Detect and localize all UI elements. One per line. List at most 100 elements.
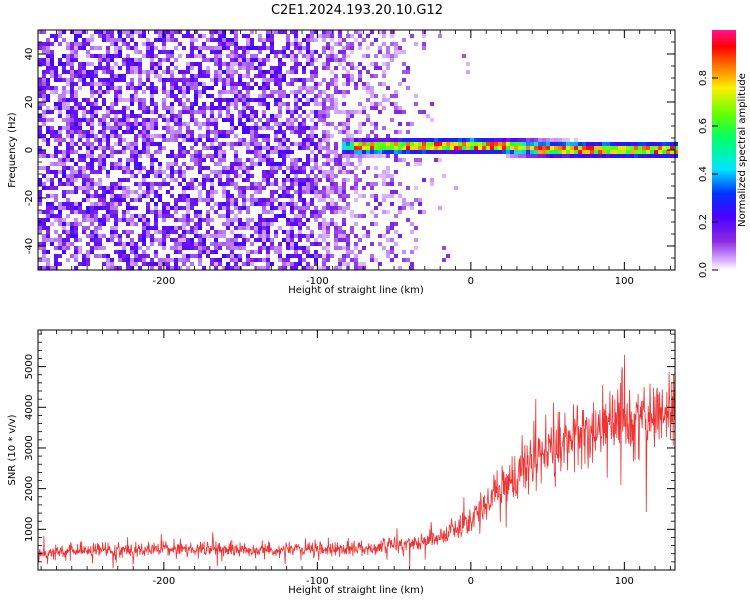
spectrogram-cell: [250, 258, 254, 262]
spectrogram-cell: [334, 210, 338, 214]
spectrogram-cell: [342, 122, 346, 126]
spectrogram-cell: [258, 118, 262, 122]
spectrogram-cell: [342, 178, 346, 182]
spectrogram-cell: [258, 238, 262, 242]
spectrogram-cell: [622, 142, 626, 146]
spectrogram-cell: [182, 90, 186, 94]
spectrogram-cell: [390, 226, 394, 230]
y-tick-label: 5000: [24, 354, 35, 379]
spectrogram-cell: [518, 146, 522, 150]
spectrogram-cell: [118, 178, 122, 182]
spectrogram-cell: [130, 230, 134, 234]
spectrogram-cell: [290, 122, 294, 126]
spectrogram-cell: [94, 82, 98, 86]
spectrogram-cell: [270, 210, 274, 214]
spectrogram-cell: [310, 118, 314, 122]
spectrogram-cell: [202, 70, 206, 74]
spectrogram-cell: [398, 266, 402, 270]
spectrogram-cell: [50, 50, 54, 54]
spectrogram-cell: [78, 46, 82, 50]
spectrogram-cell: [610, 150, 614, 154]
spectrogram-cell: [74, 150, 78, 154]
spectrogram-cell: [210, 242, 214, 246]
spectrogram-cell: [158, 146, 162, 150]
spectrogram-cell: [354, 242, 358, 246]
spectrogram-cell: [198, 62, 202, 66]
spectrogram-cell: [158, 58, 162, 62]
spectrogram-cell: [50, 222, 54, 226]
spectrogram-cell: [302, 202, 306, 206]
spectrogram-cell: [150, 238, 154, 242]
spectrogram-cell: [226, 118, 230, 122]
spectrogram-cell: [170, 34, 174, 38]
spectrogram-cell: [166, 162, 170, 166]
spectrogram-cell: [258, 246, 262, 250]
spectrogram-cell: [646, 142, 650, 146]
spectrogram-cell: [306, 86, 310, 90]
spectrogram-cell: [190, 110, 194, 114]
spectrogram-cell: [70, 42, 74, 46]
spectrogram-cell: [174, 122, 178, 126]
spectrogram-cell: [346, 238, 350, 242]
spectrogram-cell: [306, 98, 310, 102]
spectrogram-cell: [314, 122, 318, 126]
spectrogram-cell: [538, 138, 542, 142]
spectrogram-cell: [210, 46, 214, 50]
spectrogram-cell: [334, 66, 338, 70]
spectrogram-cell: [662, 150, 666, 154]
spectrogram-cell: [66, 146, 70, 150]
spectrogram-cell: [146, 246, 150, 250]
spectrogram-cell: [246, 94, 250, 98]
spectrogram-cell: [374, 174, 378, 178]
spectrogram-cell: [338, 258, 342, 262]
spectrogram-cell: [150, 42, 154, 46]
spectrogram-cell: [446, 142, 450, 146]
spectrogram-cell: [62, 226, 66, 230]
spectrogram-cell: [310, 70, 314, 74]
spectrogram-cell: [70, 234, 74, 238]
spectrogram-cell: [142, 166, 146, 170]
spectrogram-cell: [230, 266, 234, 270]
spectrogram-cell: [278, 30, 282, 34]
spectrogram-cell: [278, 206, 282, 210]
spectrogram-cell: [230, 126, 234, 130]
spectrogram-cell: [70, 222, 74, 226]
spectrogram-cell: [94, 54, 98, 58]
spectrogram-cell: [322, 154, 326, 158]
spectrogram-cell: [454, 186, 458, 190]
spectrogram-cell: [354, 266, 358, 270]
spectrogram-cell: [82, 214, 86, 218]
spectrogram-cell: [366, 82, 370, 86]
spectrogram-cell: [206, 230, 210, 234]
spectrogram-cell: [206, 254, 210, 258]
spectrogram-cell: [378, 102, 382, 106]
spectrogram-cell: [186, 70, 190, 74]
x-tick-label: 100: [615, 276, 634, 287]
spectrogram-cell: [318, 170, 322, 174]
spectrogram-cell: [326, 234, 330, 238]
spectrogram-cell: [398, 182, 402, 186]
spectrogram-cell: [290, 58, 294, 62]
spectrogram-cell: [258, 230, 262, 234]
spectrogram-cell: [294, 102, 298, 106]
spectrogram-cell: [118, 198, 122, 202]
spectrogram-cell: [318, 222, 322, 226]
spectrogram-cell: [186, 242, 190, 246]
spectrogram-cell: [330, 58, 334, 62]
spectrogram-cell: [522, 150, 526, 154]
spectrogram-cell: [358, 154, 362, 158]
spectrogram-cell: [346, 90, 350, 94]
spectrogram-cell: [250, 158, 254, 162]
spectrogram-cell: [166, 38, 170, 42]
spectrogram-cell: [258, 86, 262, 90]
spectrogram-cell: [526, 142, 530, 146]
spectrogram-cell: [206, 250, 210, 254]
spectrogram-cell: [122, 210, 126, 214]
spectrogram-cell: [190, 186, 194, 190]
spectrogram-cell: [98, 82, 102, 86]
spectrogram-cell: [194, 94, 198, 98]
spectrogram-cell: [74, 170, 78, 174]
spectrogram-cell: [70, 130, 74, 134]
spectrogram-cell: [126, 178, 130, 182]
